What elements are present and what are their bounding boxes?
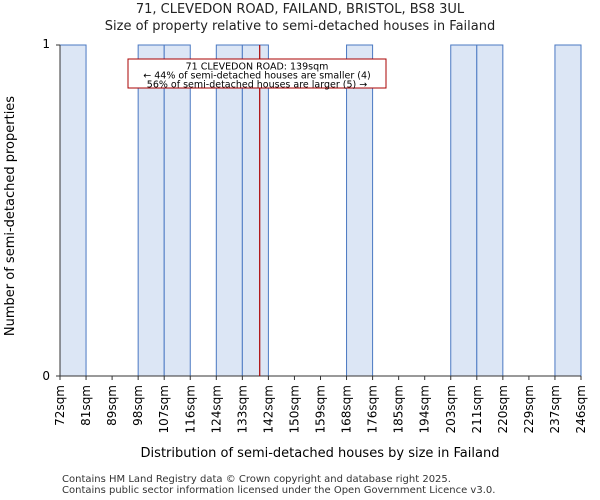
x-axis-label: Distribution of semi-detached houses by … bbox=[141, 446, 500, 461]
x-tick-label: 142sqm bbox=[261, 385, 275, 433]
bars-group bbox=[59, 44, 582, 377]
x-tick-label: 229sqm bbox=[522, 385, 536, 433]
bar-4 bbox=[163, 44, 191, 377]
bar-6 bbox=[215, 44, 243, 377]
x-tick-label: 124sqm bbox=[209, 385, 223, 433]
x-tick-label: 220sqm bbox=[496, 385, 510, 433]
footer-line-1: Contains HM Land Registry data © Crown c… bbox=[62, 474, 451, 485]
x-tick-label: 133sqm bbox=[235, 385, 249, 433]
x-tick-labels: 72sqm 81sqm 89sqm 98sqm 107sqm 116sqm 124sqm 13… bbox=[53, 376, 588, 433]
x-tick-label: 176sqm bbox=[366, 385, 380, 433]
x-tick-label: 81sqm bbox=[79, 385, 93, 426]
bar-19 bbox=[554, 44, 582, 377]
bar-15 bbox=[450, 44, 478, 377]
x-tick-label: 211sqm bbox=[470, 385, 484, 433]
annotation-line-1: 71 CLEVEDON ROAD: 139sqm bbox=[186, 62, 329, 73]
footer-line-2: Contains public sector information licen… bbox=[62, 485, 496, 496]
y-tick-label-0: 0 bbox=[42, 369, 50, 383]
annotation-box: 71 CLEVEDON ROAD: 139sqm ← 44% of semi-d… bbox=[127, 58, 387, 91]
bar-11 bbox=[346, 44, 374, 377]
bar-3 bbox=[137, 44, 165, 377]
annotation-line-2: ← 44% of semi-detached houses are smalle… bbox=[143, 71, 371, 82]
x-tick-label: 107sqm bbox=[157, 385, 171, 433]
x-tick-label: 203sqm bbox=[444, 385, 458, 433]
annotation-line-3: 56% of semi-detached houses are larger (… bbox=[147, 80, 367, 91]
chart-title: 71, CLEVEDON ROAD, FAILAND, BRISTOL, BS8… bbox=[135, 2, 465, 17]
y-tick-label-1: 1 bbox=[42, 37, 50, 51]
x-tick-label: 72sqm bbox=[53, 385, 67, 426]
x-tick-label: 116sqm bbox=[183, 385, 197, 433]
x-tick-label: 194sqm bbox=[418, 385, 432, 433]
x-tick-label: 159sqm bbox=[314, 385, 328, 433]
chart-subtitle: Size of property relative to semi-detach… bbox=[104, 19, 496, 34]
x-tick-label: 246sqm bbox=[574, 385, 588, 433]
bar-7 bbox=[241, 44, 269, 377]
x-tick-label: 237sqm bbox=[548, 385, 562, 433]
x-tick-label: 89sqm bbox=[105, 385, 119, 426]
x-tick-label: 168sqm bbox=[340, 385, 354, 433]
bar-0 bbox=[59, 44, 87, 377]
x-tick-label: 185sqm bbox=[392, 385, 406, 433]
y-axis-label: Number of semi-detached properties bbox=[3, 96, 18, 336]
x-tick-label: 150sqm bbox=[287, 385, 301, 433]
bar-16 bbox=[476, 44, 504, 377]
x-tick-label: 98sqm bbox=[131, 385, 145, 426]
